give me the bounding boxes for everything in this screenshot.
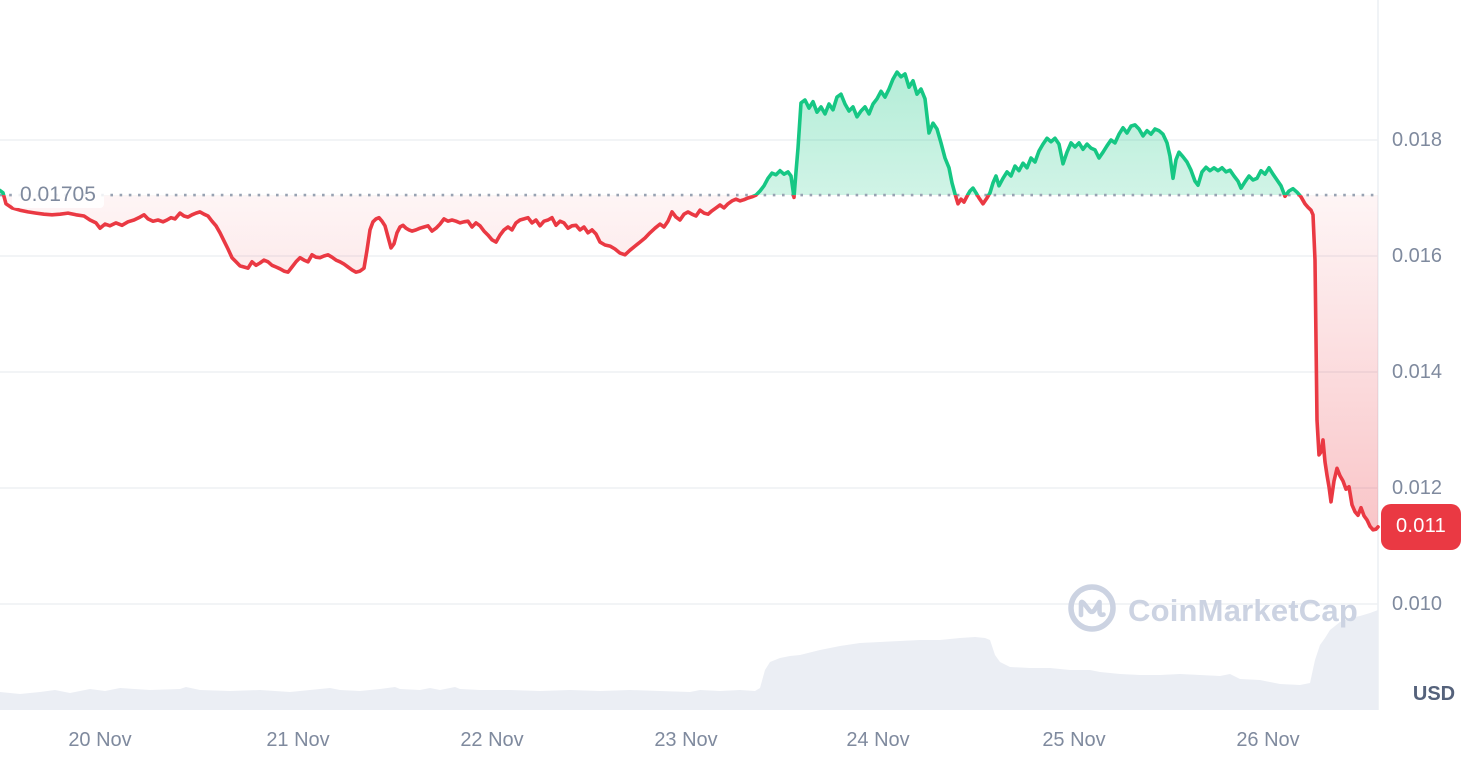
x-axis-label: 21 Nov bbox=[266, 729, 330, 751]
chart-canvas[interactable] bbox=[0, 0, 1480, 714]
x-axis-label: 24 Nov bbox=[846, 729, 910, 751]
y-axis-label: 0.018 bbox=[1392, 129, 1443, 151]
last-price-badge: 0.011 bbox=[1381, 503, 1461, 550]
y-axis-label: 0.010 bbox=[1392, 593, 1443, 615]
x-axis-label: 22 Nov bbox=[460, 729, 524, 751]
x-axis-label: 26 Nov bbox=[1236, 729, 1300, 751]
x-axis-label: 25 Nov bbox=[1042, 729, 1106, 751]
y-axis-unit-label: USD bbox=[1412, 683, 1456, 705]
y-axis-label: 0.012 bbox=[1392, 477, 1443, 499]
y-axis-label: 0.014 bbox=[1392, 361, 1443, 383]
y-axis-label: 0.016 bbox=[1392, 245, 1443, 267]
baseline-price-label: 0.01705 bbox=[12, 182, 104, 208]
x-axis-label: 23 Nov bbox=[654, 729, 718, 751]
x-axis-label: 20 Nov bbox=[68, 729, 132, 751]
